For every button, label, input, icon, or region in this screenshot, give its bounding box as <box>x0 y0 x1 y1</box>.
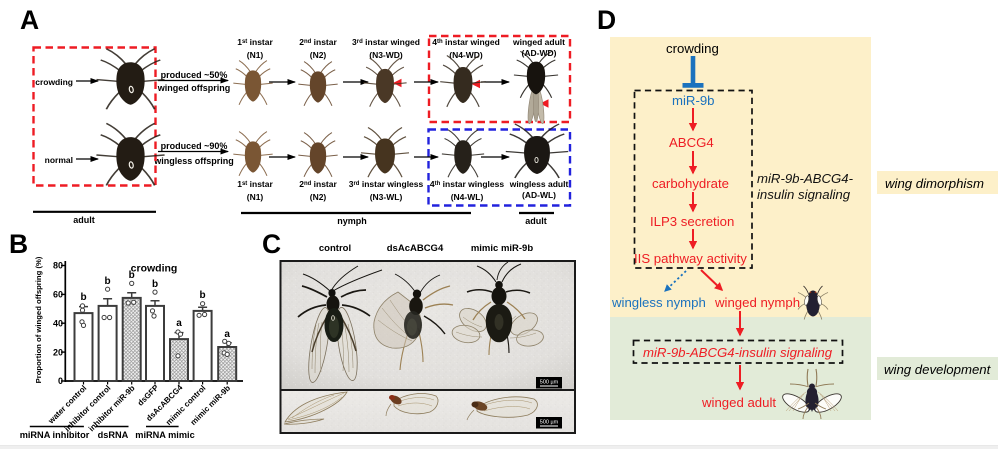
svg-text:b: b <box>105 276 111 287</box>
svg-text:miRNA mimic: miRNA mimic <box>135 430 194 440</box>
svg-text:crowding: crowding <box>131 263 178 275</box>
svg-text:a: a <box>224 329 230 340</box>
svg-text:80: 80 <box>53 261 63 271</box>
svg-text:500 µm: 500 µm <box>540 420 559 426</box>
svg-text:dsRNA: dsRNA <box>98 430 129 440</box>
svg-text:0: 0 <box>58 376 63 386</box>
svg-text:Proportion of winged offspring: Proportion of winged offspring (%) <box>34 256 43 383</box>
svg-text:60: 60 <box>53 290 63 300</box>
svg-text:b: b <box>200 290 206 301</box>
svg-text:500 µm: 500 µm <box>540 380 559 386</box>
svg-text:20: 20 <box>53 347 63 357</box>
svg-text:a: a <box>176 318 182 329</box>
svg-text:b: b <box>129 270 135 281</box>
svg-text:40: 40 <box>53 318 63 328</box>
svg-text:b: b <box>152 279 158 290</box>
svg-text:b: b <box>80 292 86 303</box>
svg-text:miRNA inhibitor: miRNA inhibitor <box>20 430 90 440</box>
